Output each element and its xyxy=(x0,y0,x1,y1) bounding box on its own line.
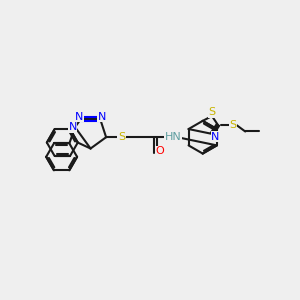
Text: N: N xyxy=(211,132,220,142)
Text: N: N xyxy=(75,112,84,122)
Text: HN: HN xyxy=(165,132,182,142)
Text: S: S xyxy=(118,132,125,142)
Text: S: S xyxy=(208,107,215,118)
Text: S: S xyxy=(229,120,236,130)
Text: N: N xyxy=(98,112,106,122)
Text: N: N xyxy=(68,122,77,132)
Text: O: O xyxy=(155,146,164,156)
